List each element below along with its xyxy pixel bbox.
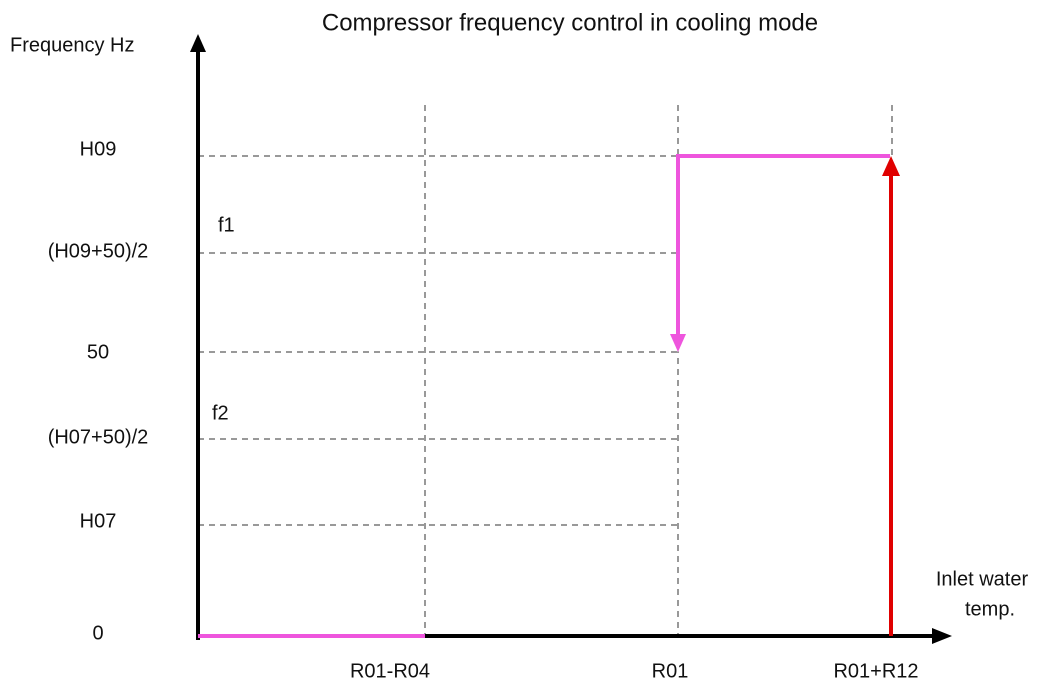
x-arrow bbox=[932, 628, 952, 644]
y-axis-label: Frequency Hz bbox=[10, 34, 135, 56]
y-level: 0 bbox=[92, 622, 103, 644]
annotation: f2 bbox=[212, 402, 229, 424]
y-arrow bbox=[190, 34, 206, 52]
y-level: H09 bbox=[80, 138, 117, 160]
title: Compressor frequency control in cooling … bbox=[322, 9, 818, 36]
guides bbox=[198, 105, 893, 636]
x-level: R01+R12 bbox=[833, 660, 918, 682]
x-axis-label: Inlet water bbox=[936, 568, 1029, 590]
step-up-arrow bbox=[882, 156, 900, 176]
annotation: f1 bbox=[218, 214, 235, 236]
x-level: R01-R04 bbox=[350, 660, 430, 682]
step-down bbox=[676, 154, 890, 338]
y-level: 50 bbox=[87, 341, 109, 363]
y-level: H07 bbox=[80, 510, 117, 532]
step-down-arrow bbox=[670, 334, 686, 352]
y-level: (H07+50)/2 bbox=[48, 426, 149, 448]
x-axis-label: temp. bbox=[965, 598, 1015, 620]
y-level: (H09+50)/2 bbox=[48, 240, 149, 262]
x-level: R01 bbox=[652, 660, 689, 682]
